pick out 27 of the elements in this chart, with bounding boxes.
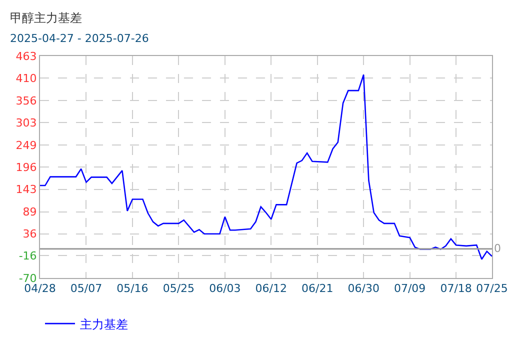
x-tick-label: 06/03 bbox=[209, 282, 241, 296]
chart-subtitle: 2025-04-27 - 2025-07-26 bbox=[10, 32, 149, 45]
y-tick-label: 36 bbox=[22, 228, 37, 241]
x-tick-label: 06/21 bbox=[302, 282, 334, 296]
legend-label: 主力基差 bbox=[80, 317, 128, 332]
y-tick-label: -70 bbox=[18, 272, 37, 285]
y-tick-label: 196 bbox=[16, 161, 37, 174]
chart-title: 甲醇主力基差 bbox=[10, 11, 82, 25]
x-tick-label: 07/25 bbox=[476, 282, 508, 296]
y-tick-label: 89 bbox=[22, 206, 37, 219]
x-tick-label: 04/28 bbox=[24, 282, 56, 296]
y-tick-label: 303 bbox=[16, 116, 37, 130]
y-tick-label: 249 bbox=[16, 138, 37, 152]
y-tick-label: 463 bbox=[16, 50, 37, 63]
y-tick-label: 410 bbox=[16, 72, 37, 85]
y-tick-label: 356 bbox=[16, 94, 37, 108]
ref-line-label: 0 bbox=[494, 242, 501, 255]
x-tick-label: 05/25 bbox=[162, 282, 195, 296]
y-tick-label: -16 bbox=[18, 249, 37, 262]
x-tick-label: 05/16 bbox=[116, 282, 148, 296]
x-tick-label: 05/07 bbox=[70, 282, 102, 296]
x-tick-label: 06/30 bbox=[348, 282, 380, 296]
x-tick-label: 06/12 bbox=[255, 282, 287, 296]
y-tick-label: 143 bbox=[16, 183, 37, 196]
x-tick-label: 07/09 bbox=[394, 282, 426, 296]
x-tick-label: 07/18 bbox=[440, 282, 472, 296]
line-series bbox=[40, 74, 492, 260]
